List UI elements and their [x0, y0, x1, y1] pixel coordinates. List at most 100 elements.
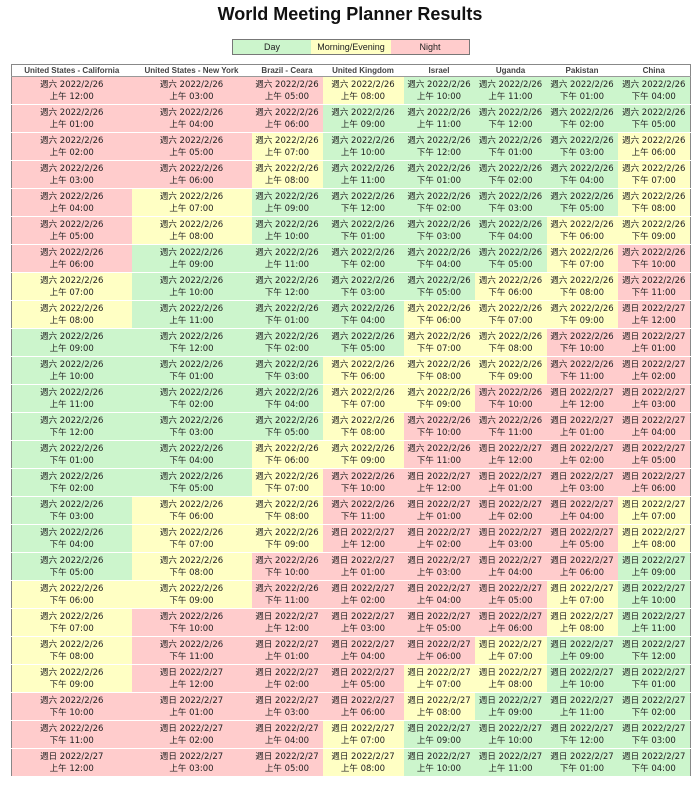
- legend-morning-evening: Morning/Evening: [311, 40, 391, 54]
- cell-date: 週六 2022/2/26: [159, 611, 224, 622]
- cell-time: 上午 05:00: [49, 231, 94, 242]
- time-cell: 週六 2022/2/26 下午 08:00: [322, 412, 404, 441]
- cell-time: 上午 03:00: [340, 623, 386, 634]
- cell-time: 上午 06:00: [631, 147, 676, 158]
- time-cell: 週六 2022/2/26 下午 12:00: [403, 132, 475, 161]
- cell-date: 週六 2022/2/26: [159, 219, 224, 230]
- cell-time: 上午 11:00: [49, 399, 94, 410]
- cell-date: 週六 2022/2/26: [331, 135, 395, 146]
- time-cell: 週六 2022/2/26 上午 11:00: [251, 244, 323, 273]
- cell-time: 下午 01:00: [340, 231, 386, 242]
- cell-time: 上午 03:00: [416, 567, 462, 578]
- cell-date: 週六 2022/2/26: [478, 219, 543, 230]
- cell-date: 週六 2022/2/26: [331, 387, 395, 398]
- cell-date: 週六 2022/2/26: [40, 387, 104, 398]
- cell-date: 週六 2022/2/26: [40, 331, 104, 342]
- time-cell: 週日 2022/2/27 上午 05:00: [474, 580, 547, 609]
- cell-date: 週六 2022/2/26: [40, 499, 104, 510]
- legend-day: Day: [233, 40, 311, 54]
- cell-date: 週六 2022/2/26: [40, 555, 104, 566]
- cell-date: 週六 2022/2/26: [40, 107, 104, 118]
- cell-time: 上午 03:00: [169, 91, 214, 102]
- cell-date: 週日 2022/2/27: [478, 667, 543, 678]
- time-cell: 週六 2022/2/26 下午 08:00: [251, 496, 323, 525]
- cell-time: 上午 06:00: [169, 175, 214, 186]
- table-row: 週六 2022/2/26 上午 10:00 週六 2022/2/26 下午 01:00…: [11, 356, 691, 385]
- cell-date: 週六 2022/2/26: [40, 723, 104, 734]
- cell-time: 上午 08:00: [340, 91, 386, 102]
- time-cell: 週六 2022/2/26 下午 01:00: [474, 132, 547, 161]
- cell-time: 上午 11:00: [416, 119, 462, 130]
- cell-time: 上午 03:00: [631, 399, 676, 410]
- cell-time: 上午 06:00: [488, 623, 533, 634]
- cell-time: 上午 09:00: [559, 651, 605, 662]
- cell-time: 下午 08:00: [49, 651, 94, 662]
- cell-date: 週六 2022/2/26: [550, 191, 614, 202]
- cell-date: 週日 2022/2/27: [550, 583, 614, 594]
- time-cell: 週六 2022/2/26 下午 07:00: [131, 524, 252, 553]
- time-cell: 週六 2022/2/26 上午 10:00: [322, 132, 404, 161]
- cell-time: 上午 05:00: [264, 763, 310, 774]
- cell-date: 週六 2022/2/26: [40, 79, 104, 90]
- cell-date: 週六 2022/2/26: [255, 499, 319, 510]
- cell-date: 週六 2022/2/26: [40, 163, 104, 174]
- time-cell: 週日 2022/2/27 上午 07:00: [546, 580, 618, 609]
- cell-date: 週六 2022/2/26: [331, 275, 395, 286]
- cell-date: 週六 2022/2/26: [40, 527, 104, 538]
- cell-date: 週六 2022/2/26: [622, 107, 686, 118]
- time-cell: 週六 2022/2/26 下午 05:00: [131, 468, 252, 497]
- cell-date: 週日 2022/2/27: [159, 751, 224, 762]
- time-cell: 週六 2022/2/26 下午 04:00: [322, 300, 404, 329]
- cell-time: 下午 09:00: [169, 595, 214, 606]
- time-cell: 週日 2022/2/27 上午 01:00: [617, 328, 691, 357]
- cell-date: 週六 2022/2/26: [478, 79, 543, 90]
- time-cell: 週六 2022/2/26 下午 11:00: [474, 412, 547, 441]
- cell-date: 週六 2022/2/26: [331, 107, 395, 118]
- time-cell: 週六 2022/2/26 下午 02:00: [322, 244, 404, 273]
- cell-date: 週日 2022/2/27: [407, 583, 471, 594]
- time-cell: 週日 2022/2/27 上午 04:00: [322, 636, 404, 665]
- cell-time: 上午 04:00: [169, 119, 214, 130]
- cell-date: 週六 2022/2/26: [407, 359, 471, 370]
- time-cell: 週六 2022/2/26 下午 03:00: [11, 496, 132, 525]
- cell-time: 下午 09:00: [264, 539, 310, 550]
- cell-date: 週日 2022/2/27: [550, 415, 614, 426]
- cell-date: 週日 2022/2/27: [255, 751, 319, 762]
- cell-time: 下午 11:00: [488, 427, 533, 438]
- column-header: Brazil - Ceara: [251, 64, 323, 77]
- cell-date: 週日 2022/2/27: [159, 667, 224, 678]
- cell-date: 週六 2022/2/26: [255, 443, 319, 454]
- cell-date: 週日 2022/2/27: [331, 555, 395, 566]
- cell-date: 週六 2022/2/26: [255, 191, 319, 202]
- cell-date: 週日 2022/2/27: [622, 611, 686, 622]
- cell-time: 下午 12:00: [49, 427, 94, 438]
- table-row: 週六 2022/2/26 上午 03:00 週六 2022/2/26 上午 06:00…: [11, 160, 691, 189]
- time-cell: 週日 2022/2/27 上午 02:00: [617, 356, 691, 385]
- cell-time: 下午 09:00: [340, 455, 386, 466]
- cell-date: 週六 2022/2/26: [255, 331, 319, 342]
- cell-time: 下午 07:00: [264, 483, 310, 494]
- cell-date: 週六 2022/2/26: [407, 275, 471, 286]
- time-cell: 週日 2022/2/27 上午 02:00: [474, 496, 547, 525]
- cell-time: 上午 08:00: [631, 539, 676, 550]
- cell-date: 週日 2022/2/27: [478, 471, 543, 482]
- time-cell: 週日 2022/2/27 上午 11:00: [546, 692, 618, 721]
- time-cell: 週日 2022/2/27 下午 04:00: [617, 748, 691, 777]
- cell-date: 週六 2022/2/26: [159, 331, 224, 342]
- cell-time: 下午 07:00: [169, 539, 214, 550]
- time-cell: 週六 2022/2/26 下午 02:00: [251, 328, 323, 357]
- cell-time: 下午 01:00: [631, 679, 676, 690]
- cell-date: 週六 2022/2/26: [407, 191, 471, 202]
- cell-date: 週日 2022/2/27: [550, 611, 614, 622]
- cell-date: 週日 2022/2/27: [622, 583, 686, 594]
- cell-time: 上午 04:00: [264, 735, 310, 746]
- time-cell: 週日 2022/2/27 上午 03:00: [251, 692, 323, 721]
- cell-date: 週六 2022/2/26: [331, 415, 395, 426]
- cell-date: 週日 2022/2/27: [478, 723, 543, 734]
- time-cell: 週六 2022/2/26 上午 09:00: [251, 188, 323, 217]
- cell-time: 下午 09:00: [416, 399, 462, 410]
- time-cell: 週六 2022/2/26 下午 02:00: [403, 188, 475, 217]
- cell-date: 週六 2022/2/26: [331, 303, 395, 314]
- cell-time: 下午 03:00: [559, 147, 605, 158]
- time-cell: 週六 2022/2/26 下午 03:00: [131, 412, 252, 441]
